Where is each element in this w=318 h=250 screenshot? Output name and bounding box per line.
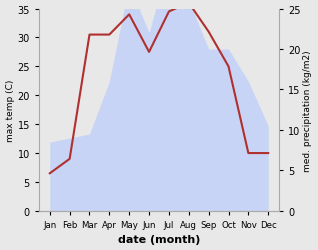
Y-axis label: max temp (C): max temp (C) [5, 79, 15, 141]
X-axis label: date (month): date (month) [118, 234, 200, 244]
Y-axis label: med. precipitation (kg/m2): med. precipitation (kg/m2) [303, 50, 313, 171]
